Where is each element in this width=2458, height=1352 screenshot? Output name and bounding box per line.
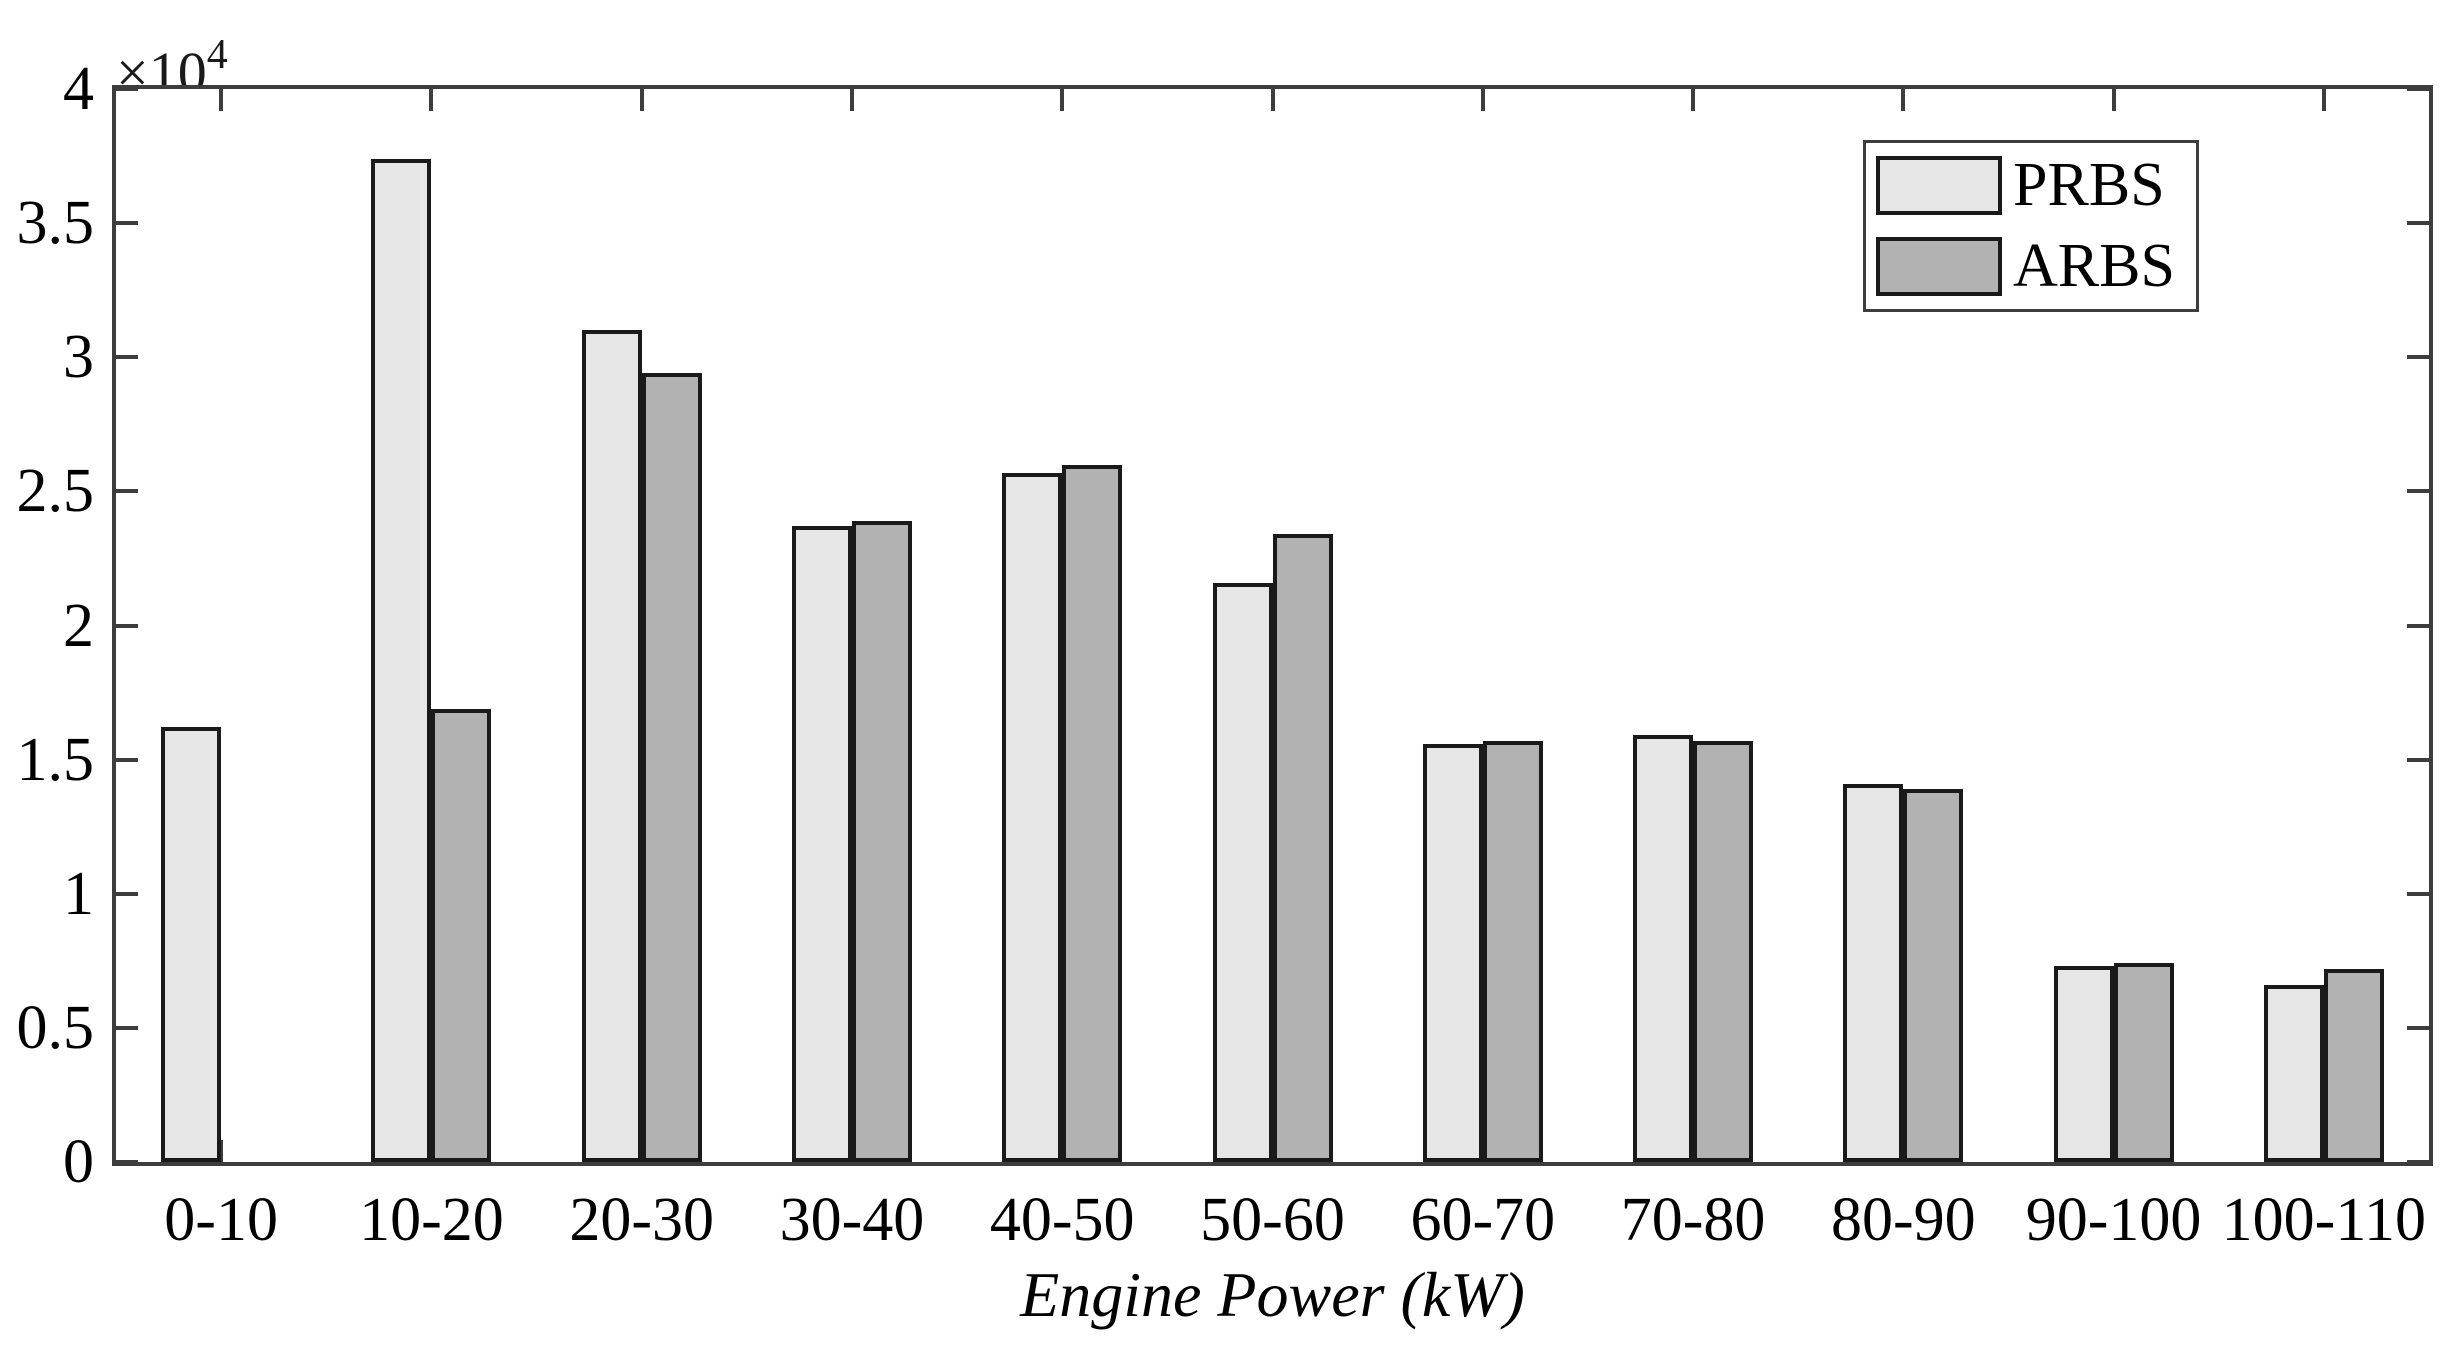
bar-prbs-30-40: [791, 526, 852, 1162]
x-axis-label: Engine Power (kW): [1020, 1259, 1525, 1330]
bar-prbs-10-20: [371, 158, 432, 1162]
legend: PRBS ARBS: [1863, 140, 2199, 312]
bar-arbs-80-90: [1903, 789, 1964, 1162]
y-tick-left: [116, 1025, 138, 1030]
x-tick-label: 20-30: [569, 1186, 714, 1254]
y-tick-right: [2407, 891, 2429, 896]
y-tick-left: [116, 355, 138, 360]
y-tick-label: 2: [63, 591, 94, 660]
x-tick-top: [849, 89, 854, 111]
y-tick-label: 1: [63, 859, 94, 928]
legend-label-arbs: ARBS: [2013, 232, 2175, 300]
bar-arbs-10-20: [431, 708, 492, 1162]
y-tick-label: 3.5: [16, 189, 95, 258]
y-tick-label: 1.5: [16, 725, 95, 794]
bar-prbs-100-110: [2263, 984, 2324, 1162]
bar-arbs-20-30: [641, 373, 702, 1162]
x-tick-top: [1480, 89, 1485, 111]
y-tick-left: [116, 757, 138, 762]
x-tick-label: 10-20: [359, 1186, 504, 1254]
bar-arbs-60-70: [1482, 740, 1543, 1162]
bar-prbs-80-90: [1843, 783, 1904, 1162]
y-tick-left: [116, 221, 138, 226]
y-tick-left: [116, 489, 138, 494]
x-tick-top: [1270, 89, 1275, 111]
bar-arbs-90-100: [2113, 963, 2174, 1162]
bar-arbs-30-40: [851, 520, 912, 1162]
y-tick-left: [116, 87, 138, 91]
bar-arbs-50-60: [1272, 534, 1333, 1162]
legend-swatch-arbs: [1876, 237, 2002, 296]
bar-prbs-70-80: [1633, 735, 1694, 1162]
y-tick-label: 0.5: [16, 993, 95, 1062]
x-tick-label: 30-40: [779, 1186, 925, 1254]
legend-label-prbs: PRBS: [2013, 151, 2165, 219]
x-tick-top: [2321, 89, 2326, 111]
x-tick-top: [1691, 89, 1696, 111]
x-tick-label: 0-10: [164, 1186, 278, 1254]
y-tick-left: [116, 891, 138, 896]
x-tick-top: [2111, 89, 2116, 111]
y-tick-label: 4: [63, 55, 94, 123]
x-tick-label: 100-110: [2221, 1186, 2427, 1254]
y-tick-label: 3: [63, 323, 94, 392]
bar-prbs-90-100: [2053, 966, 2114, 1162]
x-tick-label: 40-50: [989, 1186, 1135, 1254]
y-tick-left: [116, 1160, 138, 1164]
y-tick-left: [116, 623, 138, 628]
y-tick-right: [2407, 221, 2429, 226]
legend-swatch-prbs: [1876, 156, 2002, 215]
x-tick-top: [1060, 89, 1065, 111]
y-tick-right: [2407, 623, 2429, 628]
bar-prbs-20-30: [581, 330, 642, 1162]
x-tick-top: [429, 89, 434, 111]
y-tick-right: [2407, 1160, 2429, 1164]
bar-arbs-70-80: [1693, 740, 1754, 1162]
bar-prbs-40-50: [1002, 472, 1063, 1162]
y-tick-right: [2407, 489, 2429, 494]
x-tick-label: 60-70: [1410, 1186, 1556, 1254]
y-tick-right: [2407, 355, 2429, 360]
y-tick-label: 0: [63, 1128, 94, 1196]
bar-arbs-100-110: [2323, 968, 2384, 1162]
bar-prbs-50-60: [1212, 582, 1273, 1162]
y-tick-right: [2407, 757, 2429, 762]
bar-arbs-40-50: [1062, 464, 1123, 1162]
y-tick-right: [2407, 87, 2429, 91]
bar-prbs-0-10: [161, 727, 222, 1162]
x-tick-label: 80-90: [1830, 1186, 1976, 1254]
x-tick-top: [1901, 89, 1906, 111]
bar-prbs-60-70: [1422, 743, 1483, 1162]
y-tick-label: 2.5: [16, 457, 95, 526]
x-tick-label: 50-60: [1200, 1186, 1345, 1254]
x-tick-bottom: [219, 1140, 224, 1162]
y-tick-right: [2407, 1025, 2429, 1030]
x-tick-label: 90-100: [2025, 1186, 2202, 1254]
y-axis-multiplier-exponent: 4: [206, 32, 228, 78]
x-tick-label: 70-80: [1620, 1186, 1766, 1254]
x-tick-top: [219, 89, 224, 111]
x-tick-top: [639, 89, 644, 111]
